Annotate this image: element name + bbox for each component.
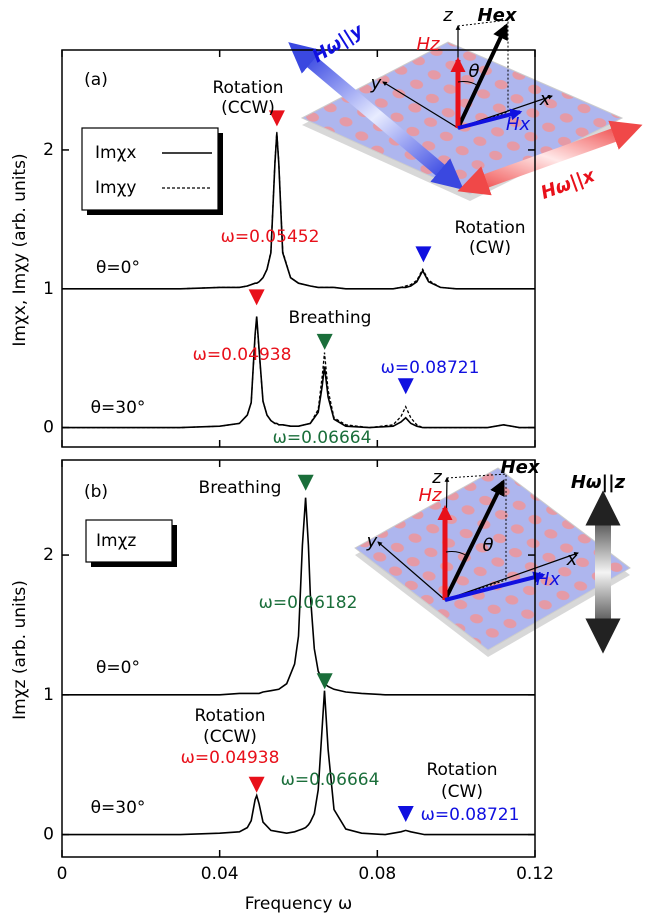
- annotation: (CW): [469, 238, 511, 258]
- spectrum-line: [62, 133, 535, 290]
- peak-marker: [397, 378, 414, 395]
- curve-label: θ=0°: [96, 658, 140, 678]
- inset-label: z: [442, 5, 453, 26]
- annotation: (CCW): [221, 98, 275, 118]
- theta-arc: [457, 81, 479, 87]
- inset-label: x: [539, 89, 551, 110]
- annotation: Breathing: [199, 478, 282, 498]
- inset-label: Hω||x: [538, 165, 599, 204]
- legend-label: Imχz: [96, 531, 136, 551]
- inset-label: Hx: [536, 569, 561, 590]
- spectrum-line: [62, 497, 535, 696]
- y-axis: [377, 541, 446, 601]
- x-axis: [444, 552, 579, 601]
- annotation: Rotation: [212, 78, 283, 98]
- annotation: Rotation: [194, 706, 265, 726]
- y-tick-label: 0: [43, 825, 54, 845]
- hex-arrow: [443, 479, 505, 601]
- annotation: ω=0.05452: [221, 227, 320, 247]
- peak-marker: [248, 776, 265, 793]
- inset-label: Hz: [417, 34, 441, 55]
- peak-marker: [268, 110, 285, 127]
- inset-label: θ: [468, 61, 479, 82]
- curve-label: θ=0°: [96, 258, 140, 278]
- skyrmion-plane: [354, 467, 631, 651]
- annotation: (CCW): [203, 727, 257, 747]
- spectrum-line: [62, 131, 535, 290]
- annotation: Rotation: [454, 218, 525, 238]
- annotation: Breathing: [289, 308, 372, 328]
- x-axis-label: Frequency ω: [245, 894, 352, 914]
- y-axis-label: Imχx, Imχy (arb. units): [10, 153, 30, 346]
- inset-label: z: [431, 467, 442, 488]
- x-tick-label: 0.08: [358, 864, 396, 884]
- x-tick-label: 0: [57, 864, 68, 884]
- y-tick-label: 1: [43, 685, 54, 705]
- inset-label: θ: [482, 535, 493, 556]
- plot-frame: [61, 459, 536, 858]
- curve-label: θ=30°: [91, 398, 146, 418]
- peak-marker: [397, 806, 414, 823]
- annotation: ω=0.04938: [193, 345, 292, 365]
- inset-label: Hω||y: [309, 19, 368, 67]
- y-axis: [382, 81, 459, 129]
- legend-box: [85, 519, 173, 563]
- hx-arrow: [444, 571, 546, 602]
- peak-marker: [297, 474, 314, 491]
- annotation: ω=0.08721: [421, 805, 520, 825]
- annotation: ω=0.06182: [259, 593, 358, 613]
- y-tick-label: 0: [43, 418, 54, 438]
- inset-label: y: [370, 73, 382, 94]
- ac-field-x: [457, 120, 643, 196]
- hx-arrow: [457, 108, 523, 130]
- inset-label: y: [366, 531, 378, 552]
- annotation: ω=0.06664: [273, 428, 372, 448]
- inset-label: x: [566, 549, 578, 570]
- y-tick-label: 2: [43, 545, 54, 565]
- inset-label: Hex: [501, 457, 541, 478]
- plot-frame: [61, 49, 536, 448]
- curve-label: θ=30°: [91, 798, 146, 818]
- peak-marker: [316, 333, 333, 350]
- peak-marker: [415, 246, 432, 263]
- annotation: (CW): [441, 782, 483, 802]
- legend-label: Imχy: [95, 178, 136, 198]
- peak-marker: [316, 673, 333, 690]
- hex-arrow: [456, 23, 508, 129]
- peak-marker: [248, 289, 265, 306]
- legend-label: Imχx: [95, 143, 136, 163]
- annotation: ω=0.06664: [281, 770, 380, 790]
- legend-box: [81, 127, 219, 211]
- annotation: Rotation: [426, 760, 497, 780]
- x-tick-label: 0.12: [516, 864, 554, 884]
- guide: [444, 473, 507, 601]
- annotation: ω=0.04938: [181, 748, 280, 768]
- x-tick-label: 0.04: [201, 864, 239, 884]
- y-axis-label: Imχz (arb. units): [10, 580, 30, 720]
- y-tick-label: 1: [43, 279, 54, 299]
- inset-b: [354, 467, 631, 657]
- spectrum-line: [62, 317, 535, 429]
- inset-label: Hz: [419, 485, 443, 506]
- spectrum-line: [62, 690, 535, 836]
- ac-field-y: [288, 42, 464, 190]
- panel-label: (a): [84, 70, 108, 90]
- panel-label: (b): [84, 482, 108, 502]
- inset-a: [288, 19, 643, 201]
- annotation: ω=0.08721: [381, 358, 480, 378]
- y-tick-label: 2: [43, 140, 54, 160]
- inset-label: Hex: [478, 5, 518, 26]
- inset-label: Hω||z: [571, 472, 626, 493]
- theta-arc: [445, 551, 468, 557]
- inset-label: Hx: [506, 114, 531, 135]
